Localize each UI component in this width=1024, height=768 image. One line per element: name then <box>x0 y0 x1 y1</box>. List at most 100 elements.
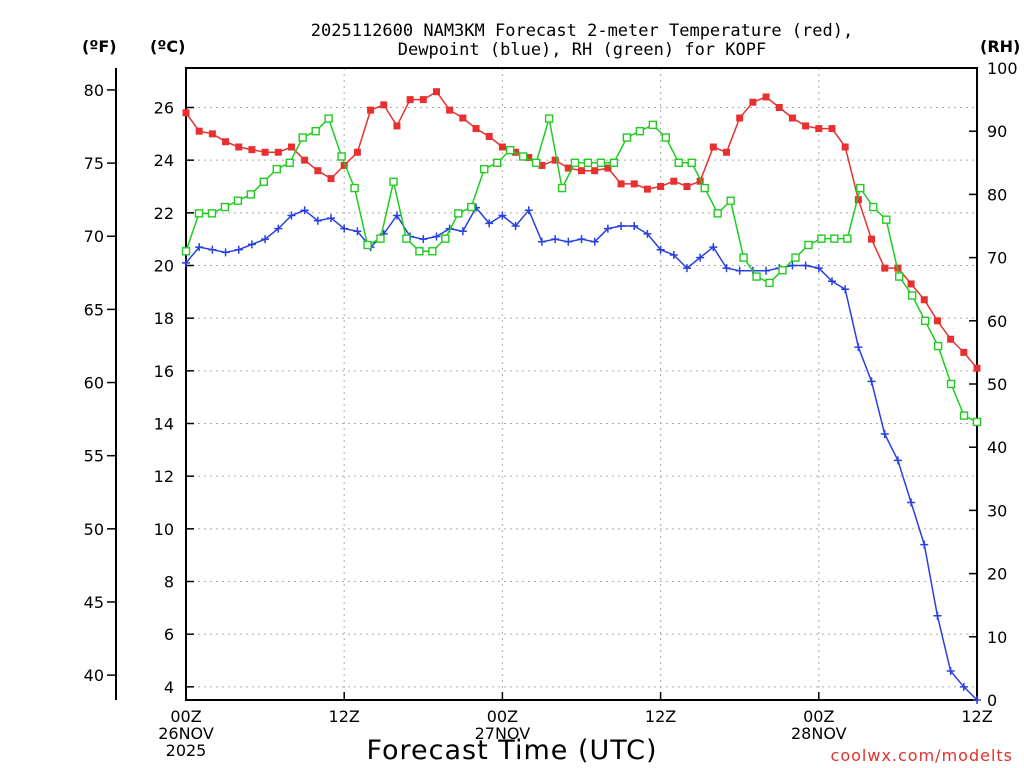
rh-tick-label: 70 <box>987 249 1007 268</box>
rh-point <box>389 177 398 186</box>
temperature-point <box>947 335 955 343</box>
celsius-tick-label: 4 <box>164 678 174 697</box>
rh-point <box>765 278 774 288</box>
rh-point <box>467 202 476 212</box>
rh-point <box>609 158 619 168</box>
rh-point <box>324 114 333 123</box>
dewpoint-point <box>195 243 204 252</box>
dewpoint-point <box>208 245 217 254</box>
celsius-tick-label: 18 <box>154 309 174 328</box>
rh-point <box>493 158 502 168</box>
credit-text: coolwx.com/modelts <box>831 746 1013 765</box>
temperature-point <box>419 96 427 104</box>
dewpoint-point <box>274 224 283 233</box>
temperature-point <box>749 98 757 106</box>
dewpoint-point <box>511 222 520 230</box>
temperature-point <box>525 154 533 162</box>
temperature-point <box>617 180 625 188</box>
dewpoint-point <box>537 237 546 246</box>
temperature-point <box>709 143 717 151</box>
temperature-point <box>274 148 282 156</box>
dewpoint-point <box>287 211 296 220</box>
dewpoint-point <box>656 245 665 254</box>
temperature-point <box>591 167 599 175</box>
dewpoint-point <box>880 430 889 439</box>
dewpoint-point <box>603 224 612 233</box>
rh-point <box>635 126 645 136</box>
rh-point <box>233 196 243 205</box>
dewpoint-point <box>933 611 942 620</box>
temperature-point <box>485 132 493 140</box>
temperature-point <box>933 317 941 325</box>
data-series <box>181 88 982 704</box>
rh-point <box>454 209 463 218</box>
dewpoint-point <box>827 277 836 286</box>
time-tick-label: 12Z <box>645 707 676 726</box>
dewpoint-point <box>261 235 270 244</box>
temperature-point <box>498 143 506 151</box>
rh-point <box>882 215 891 224</box>
rh-point <box>350 183 359 193</box>
rh-point <box>311 126 320 136</box>
dewpoint-point <box>893 456 902 465</box>
rh-point <box>441 234 450 243</box>
temperature-point <box>604 164 612 172</box>
rh-point <box>804 240 813 250</box>
dewpoint-point <box>867 377 876 386</box>
dewpoint-point <box>247 240 256 249</box>
temperature-point <box>696 177 704 185</box>
rh-point <box>544 114 554 123</box>
rh-point <box>246 190 256 199</box>
celsius-tick-label: 16 <box>154 362 174 381</box>
dewpoint-point <box>854 343 863 352</box>
rh-point <box>622 133 632 142</box>
rh-tick-label: 40 <box>987 438 1007 457</box>
rh-point <box>480 164 489 174</box>
temperature-point <box>960 348 968 356</box>
temperature-point <box>208 130 216 138</box>
dewpoint-point <box>762 266 771 275</box>
dewpoint-point <box>735 266 744 275</box>
rh-point <box>752 272 761 281</box>
rh-point <box>428 247 437 256</box>
dewpoint-point <box>696 253 705 262</box>
x-axis-label: Forecast Time (UTC) <box>366 735 657 766</box>
rh-point <box>959 411 969 420</box>
rh-point <box>415 247 424 256</box>
celsius-unit-label: (ºC) <box>150 37 185 56</box>
dewpoint-point <box>524 206 533 215</box>
series-temperature <box>182 88 981 372</box>
fahrenheit-axis-ticks: 40 45 50 55 60 65 70 75 80 <box>84 81 116 685</box>
dewpoint-point <box>340 224 349 233</box>
rh-point <box>648 120 658 130</box>
rh-point <box>843 234 852 243</box>
dewpoint-point <box>788 261 797 270</box>
time-tick-label: 00Z <box>170 707 201 726</box>
series-dewpoint <box>182 203 981 704</box>
rh-point <box>583 158 593 168</box>
celsius-tick-label: 24 <box>154 151 174 170</box>
time-tick-label: 12Z <box>329 707 360 726</box>
temperature-point <box>182 109 190 117</box>
temperature-point <box>973 364 981 372</box>
celsius-tick-label: 6 <box>164 625 174 644</box>
fahrenheit-tick-label: 75 <box>84 154 104 173</box>
rh-point <box>570 158 580 168</box>
rh-point <box>259 177 269 186</box>
temperature-point <box>222 138 230 146</box>
rh-point <box>661 133 670 142</box>
dewpoint-point <box>841 285 850 294</box>
dewpoint-point <box>630 222 639 230</box>
dewpoint-point <box>814 264 823 273</box>
rh-tick-label: 30 <box>987 501 1007 520</box>
temperature-point <box>393 122 401 130</box>
dewpoint-point <box>485 219 494 228</box>
fahrenheit-tick-label: 45 <box>84 593 104 612</box>
dewpoint-point <box>577 235 586 244</box>
dewpoint-point <box>959 682 968 691</box>
temperature-point <box>920 296 928 304</box>
celsius-tick-label: 14 <box>154 415 174 434</box>
fahrenheit-unit-label: (ºF) <box>82 37 117 56</box>
temperature-point <box>736 114 744 122</box>
